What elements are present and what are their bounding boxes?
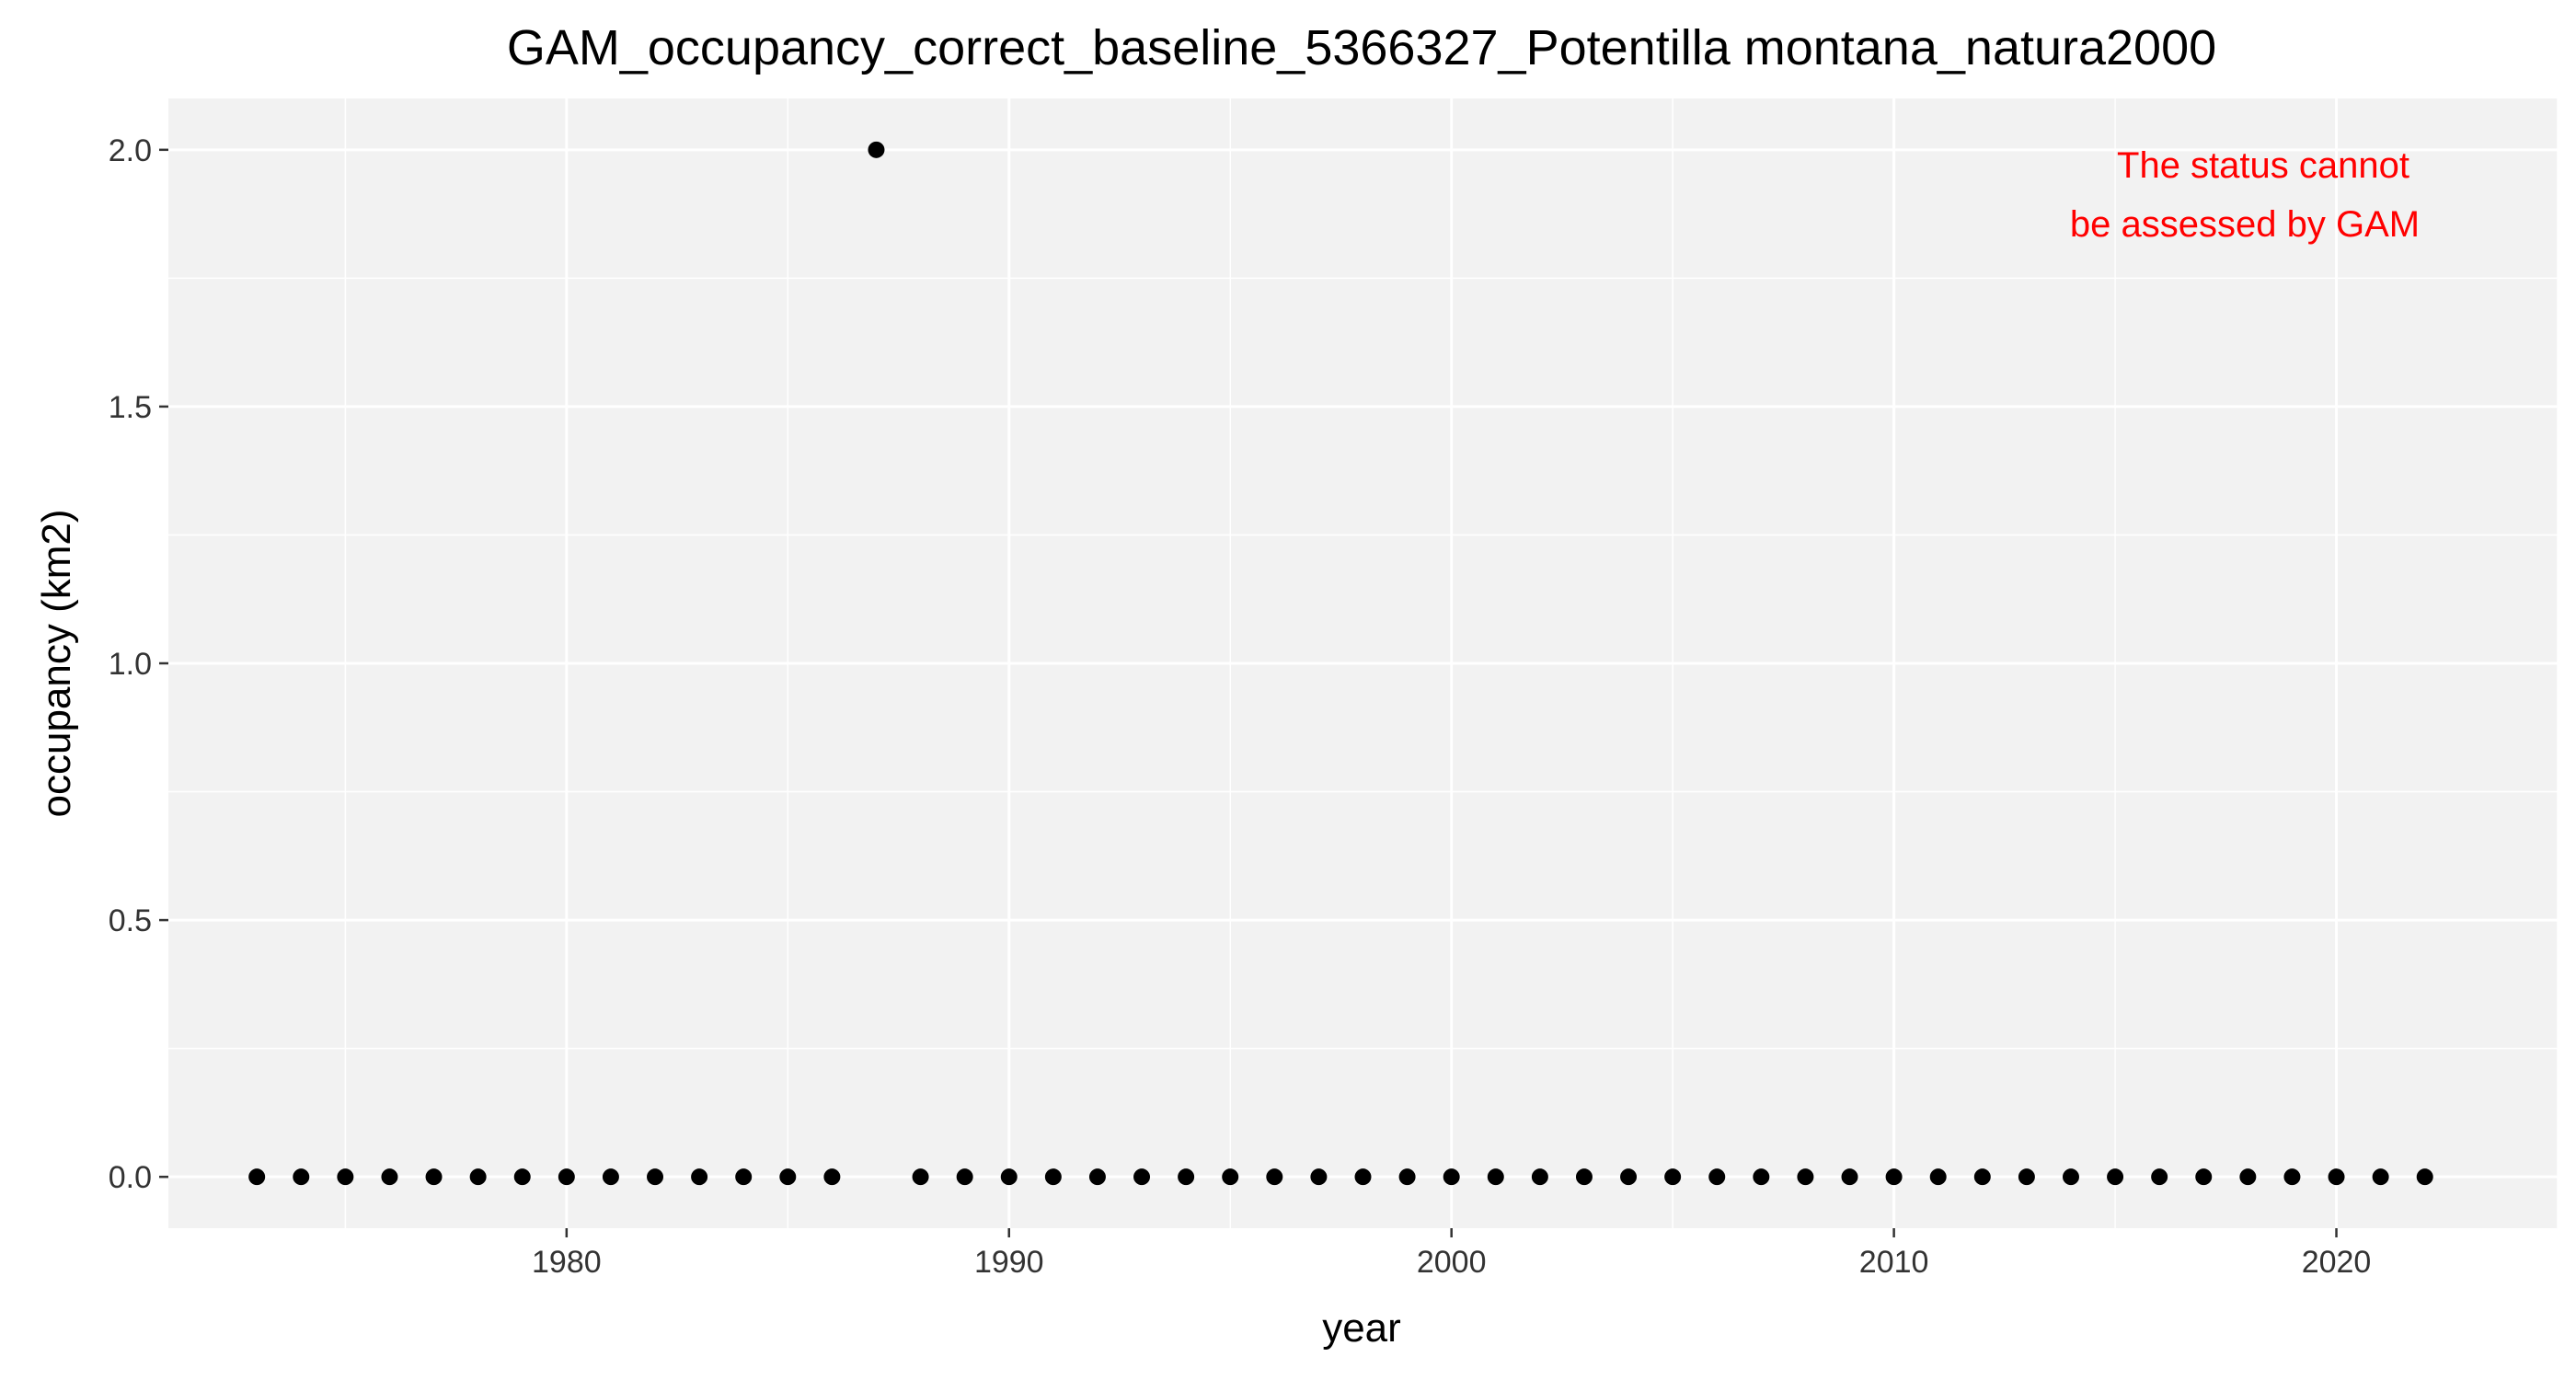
x-axis-title: year (1322, 1305, 1401, 1351)
data-point (1000, 1168, 1018, 1186)
data-point (2062, 1168, 2079, 1186)
y-tick-label: 1.0 (109, 647, 152, 682)
data-point (513, 1168, 531, 1186)
data-point (2107, 1168, 2124, 1186)
data-point (2283, 1168, 2301, 1186)
data-point (293, 1168, 310, 1186)
data-point (647, 1168, 664, 1186)
data-point (1133, 1168, 1151, 1186)
data-point (337, 1168, 354, 1186)
data-point (1885, 1168, 1903, 1186)
data-point (1178, 1168, 1195, 1186)
chart-title: GAM_occupancy_correct_baseline_5366327_P… (507, 20, 2216, 75)
data-point (912, 1168, 929, 1186)
data-point (1929, 1168, 1947, 1186)
annotation-line-2: be assessed by GAM (2070, 204, 2420, 245)
annotation-line-1: The status cannot (2117, 145, 2409, 186)
data-point (868, 141, 885, 158)
y-tick-label: 0.5 (109, 903, 152, 938)
y-tick-label: 1.5 (109, 390, 152, 425)
data-point (735, 1168, 753, 1186)
data-point (2372, 1168, 2389, 1186)
y-axis-title: occupancy (km2) (34, 509, 79, 817)
data-point (381, 1168, 398, 1186)
data-point (779, 1168, 797, 1186)
data-point (1044, 1168, 1062, 1186)
data-point (1487, 1168, 1504, 1186)
data-points (248, 141, 2433, 1186)
x-tick-label: 1980 (532, 1245, 602, 1280)
data-point (1266, 1168, 1283, 1186)
data-point (1088, 1168, 1106, 1186)
y-axis-ticks: 0.0 0.5 1.0 1.5 2.0 (109, 133, 168, 1195)
data-point (691, 1168, 708, 1186)
data-point (1973, 1168, 1991, 1186)
data-point (1753, 1168, 1770, 1186)
data-point (469, 1168, 487, 1186)
data-point (1443, 1168, 1460, 1186)
x-tick-label: 2020 (2302, 1245, 2372, 1280)
data-point (2239, 1168, 2257, 1186)
data-point (1575, 1168, 1593, 1186)
data-point (1531, 1168, 1548, 1186)
x-axis-ticks: 1980 1990 2000 2010 2020 (532, 1228, 2371, 1280)
data-point (1708, 1168, 1726, 1186)
data-point (248, 1168, 266, 1186)
y-tick-label: 2.0 (109, 133, 152, 168)
data-point (2416, 1168, 2433, 1186)
data-point (1222, 1168, 1239, 1186)
x-tick-label: 2010 (1859, 1245, 1929, 1280)
data-point (1310, 1168, 1328, 1186)
data-point (1398, 1168, 1416, 1186)
data-point (2195, 1168, 2213, 1186)
data-point (1841, 1168, 1858, 1186)
data-point (956, 1168, 973, 1186)
data-point (823, 1168, 841, 1186)
data-point (2328, 1168, 2345, 1186)
x-tick-label: 1990 (974, 1245, 1044, 1280)
data-point (2151, 1168, 2168, 1186)
data-point (2018, 1168, 2035, 1186)
y-tick-label: 0.0 (109, 1160, 152, 1195)
data-point (1354, 1168, 1372, 1186)
data-point (425, 1168, 443, 1186)
data-point (602, 1168, 619, 1186)
data-point (1620, 1168, 1638, 1186)
data-point (558, 1168, 575, 1186)
x-tick-label: 2000 (1417, 1245, 1487, 1280)
data-point (1664, 1168, 1682, 1186)
data-point (1797, 1168, 1814, 1186)
